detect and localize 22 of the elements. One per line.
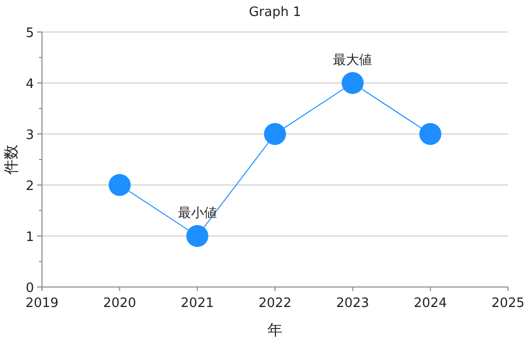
point: [264, 123, 286, 145]
x-axis-title: 年: [268, 321, 282, 339]
y-tick-label: 2: [26, 179, 34, 194]
y-tick-label: 4: [26, 77, 34, 92]
y-axis-title: 件数: [2, 144, 20, 174]
x-tick-label: 2024: [414, 296, 447, 311]
y-tick-label: 3: [26, 128, 34, 143]
x-tick-label: 2020: [103, 296, 136, 311]
x-tick-label: 2022: [258, 296, 292, 311]
x-tick-label: 2023: [336, 296, 370, 311]
x-tick-label: 2021: [180, 296, 214, 311]
point: [342, 72, 364, 94]
annotation: 最大値: [333, 53, 372, 68]
y-tick-label: 5: [26, 26, 34, 41]
point: [186, 225, 208, 247]
y-tick-label: 0: [26, 281, 34, 296]
point: [419, 123, 442, 145]
x-tick-label: 2019: [25, 296, 59, 311]
y-tick-label: 1: [26, 230, 34, 245]
x-tick-label: 2025: [491, 296, 525, 311]
chart-title: Graph 1: [248, 5, 302, 20]
point: [108, 174, 131, 196]
